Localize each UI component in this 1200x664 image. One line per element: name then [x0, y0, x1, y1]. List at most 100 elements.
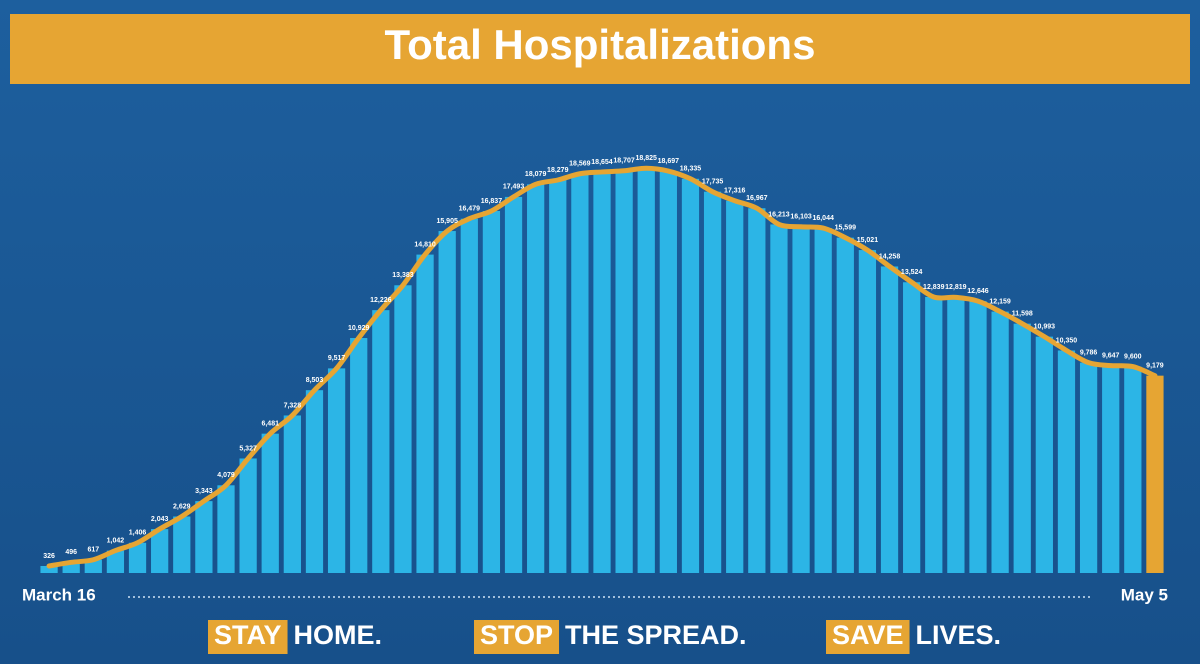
- slogan-text: LIVES.: [916, 620, 1002, 650]
- value-label: 18,707: [613, 158, 635, 165]
- bar: [1079, 362, 1098, 573]
- value-label: 13,524: [901, 269, 923, 276]
- bar: [1035, 336, 1053, 573]
- bar: [460, 218, 478, 573]
- bar: [106, 550, 125, 573]
- bar: [880, 266, 899, 573]
- bar: [991, 311, 1009, 573]
- value-label: 9,517: [328, 355, 346, 362]
- slogan-highlight: STAY: [214, 620, 282, 650]
- bar: [637, 168, 655, 573]
- x-tick-label: May 5: [1121, 585, 1168, 604]
- trend-line: [46, 165, 1158, 569]
- bar: [659, 171, 677, 573]
- slogan: STOP THE SPREAD.: [474, 620, 747, 654]
- bar: [903, 282, 921, 573]
- slogan-highlight: SAVE: [832, 620, 904, 650]
- value-label: 9,647: [1102, 352, 1120, 359]
- bar: [239, 458, 257, 573]
- value-label: 10,350: [1056, 337, 1078, 344]
- bar: [350, 338, 368, 573]
- value-label: 16,103: [790, 214, 812, 221]
- value-label: 9,600: [1124, 353, 1142, 360]
- value-label: 11,598: [1012, 310, 1033, 317]
- value-label: 1,042: [107, 537, 125, 544]
- bar: [615, 170, 633, 573]
- bar: [593, 171, 611, 573]
- bar: [1013, 323, 1031, 573]
- slogan-text: THE SPREAD.: [565, 620, 747, 650]
- bar: [40, 565, 58, 573]
- value-label: 15,905: [436, 218, 458, 225]
- value-label: 9,786: [1080, 349, 1098, 356]
- bar: [173, 516, 191, 573]
- bar: [438, 231, 456, 574]
- value-label: 14,258: [879, 253, 901, 260]
- bar: [151, 529, 169, 573]
- value-label: 12,819: [945, 284, 967, 291]
- value-label: 1,406: [129, 530, 147, 537]
- slogan-highlight: STOP: [480, 620, 553, 650]
- slogan: STAY HOME.: [208, 620, 382, 654]
- bar: [947, 297, 965, 573]
- bar: [372, 310, 390, 573]
- value-label: 18,697: [658, 158, 680, 165]
- slogan-box: [826, 620, 910, 654]
- bar: [571, 173, 589, 574]
- bar: [416, 254, 434, 573]
- value-label: 7,328: [284, 402, 302, 409]
- value-label: 13,383: [392, 272, 414, 279]
- value-label: 17,493: [503, 184, 525, 191]
- bar: [261, 433, 279, 573]
- value-label: 16,213: [768, 211, 790, 218]
- value-label: 6,481: [261, 421, 279, 428]
- bar: [792, 226, 810, 573]
- bar: [1146, 375, 1164, 573]
- value-label: 18,079: [525, 171, 547, 178]
- bar: [814, 228, 832, 573]
- bar: [527, 184, 545, 573]
- value-label: 3,343: [195, 488, 213, 495]
- bar: [770, 224, 788, 573]
- value-label: 16,837: [481, 198, 503, 205]
- bar: [504, 196, 523, 573]
- value-label: 16,479: [459, 206, 481, 213]
- value-label: 18,279: [547, 167, 569, 174]
- bar: [858, 250, 877, 573]
- value-label: 9,179: [1146, 362, 1164, 369]
- value-label: 17,316: [724, 188, 746, 195]
- value-label: 8,503: [306, 377, 324, 384]
- value-label: 15,599: [835, 224, 857, 231]
- bar: [305, 390, 324, 573]
- slogan-box: [474, 620, 560, 654]
- bar: [681, 178, 700, 574]
- value-label: 326: [43, 553, 55, 560]
- bar: [969, 301, 987, 573]
- bar: [394, 285, 412, 573]
- bar: [482, 211, 501, 573]
- value-label: 12,839: [923, 284, 945, 291]
- value-label: 15,021: [857, 237, 879, 244]
- slogan: SAVE LIVES.: [826, 620, 1001, 654]
- value-label: 496: [65, 549, 77, 556]
- value-label: 617: [87, 547, 99, 554]
- value-label: 14,810: [414, 241, 436, 248]
- bar: [925, 296, 943, 573]
- bar: [327, 368, 346, 573]
- value-label: 10,929: [348, 325, 370, 332]
- x-tick-label: March 16: [22, 585, 96, 604]
- value-label: 18,825: [636, 155, 658, 162]
- bar: [1124, 366, 1142, 573]
- bar: [1057, 350, 1076, 573]
- bar: [283, 415, 301, 573]
- bar: [217, 485, 235, 573]
- bar: [726, 200, 744, 573]
- chart-title: Total Hospitalizations: [385, 21, 816, 68]
- slogan-text: HOME.: [294, 620, 383, 650]
- bar: [1102, 365, 1120, 573]
- bar: [128, 542, 147, 573]
- value-label: 17,735: [702, 179, 724, 186]
- value-label: 10,993: [1034, 323, 1056, 330]
